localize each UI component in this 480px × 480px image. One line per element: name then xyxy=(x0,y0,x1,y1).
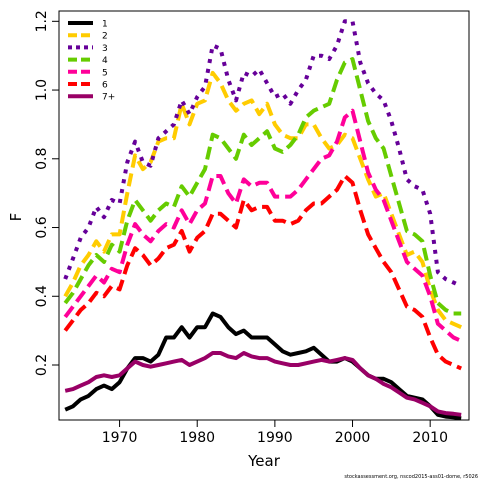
x-tick-label: 1970 xyxy=(102,430,138,446)
x-tick-label: 1980 xyxy=(179,430,215,446)
legend-label: 1 xyxy=(102,20,108,30)
x-tick-label: 1990 xyxy=(257,430,293,446)
legend-label: 2 xyxy=(102,32,108,42)
y-tick-label: 1.0 xyxy=(34,79,50,101)
y-tick-label: 0.4 xyxy=(34,285,50,307)
footer-credit: stockassessment.org, nscod2015-ass01-dom… xyxy=(344,474,478,480)
series-line-age-6 xyxy=(63,174,463,371)
y-tick-label: 0.6 xyxy=(34,216,50,238)
legend-label: 6 xyxy=(102,81,108,91)
legend: 1 2 3 4 5 6 7+ xyxy=(68,20,115,103)
legend-label: 4 xyxy=(102,56,108,66)
series-line-age-7plus xyxy=(64,351,462,417)
series-line-age-5 xyxy=(63,108,463,343)
legend-label: 7+ xyxy=(102,93,115,103)
y-tick-label: 0.8 xyxy=(34,148,50,170)
y-tick-label: 1.2 xyxy=(34,10,50,32)
x-axis: 1970 1980 1990 2000 2010 xyxy=(102,419,448,446)
series-group xyxy=(63,19,463,421)
legend-label: 5 xyxy=(102,68,108,78)
x-tick-label: 2010 xyxy=(412,430,448,446)
legend-label: 3 xyxy=(102,44,108,54)
series-line-age-2 xyxy=(63,70,463,330)
x-tick-label: 2000 xyxy=(335,430,371,446)
series-line-age-4 xyxy=(63,57,462,316)
x-axis-title: Year xyxy=(247,452,281,470)
y-axis: 0.2 0.4 0.6 0.8 1.0 1.2 xyxy=(34,10,60,376)
series-line-age-3 xyxy=(63,19,463,288)
series-line-age-1 xyxy=(64,311,462,421)
y-axis-title: F xyxy=(7,213,25,222)
y-tick-label: 0.2 xyxy=(34,354,50,376)
